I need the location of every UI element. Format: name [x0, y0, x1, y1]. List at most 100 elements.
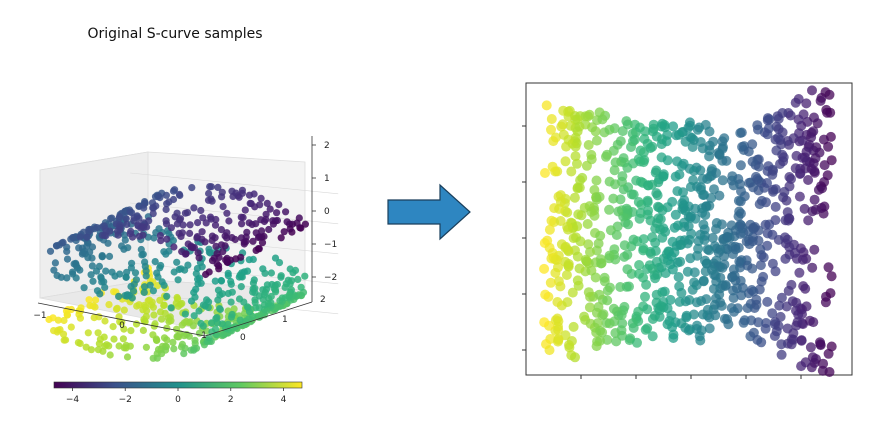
data-point — [574, 182, 585, 193]
data-point — [608, 193, 619, 204]
data-point — [770, 201, 781, 212]
data-point — [634, 213, 645, 224]
chart-title: Original S-curve samples — [87, 26, 263, 42]
data-point — [789, 247, 800, 258]
data-point — [591, 341, 602, 352]
data-point — [790, 163, 801, 174]
data-point — [258, 239, 267, 247]
data-point — [173, 258, 181, 266]
data-point — [224, 272, 232, 280]
data-point — [76, 339, 84, 348]
data-point — [810, 204, 821, 215]
data-point — [604, 318, 615, 329]
data-point — [657, 232, 668, 243]
data-point — [162, 205, 170, 214]
data-point — [566, 166, 577, 177]
data-point — [764, 219, 775, 230]
data-point — [187, 297, 196, 305]
data-point — [208, 236, 216, 245]
data-point — [84, 329, 92, 337]
data-point — [85, 296, 93, 304]
data-point — [711, 224, 721, 235]
data-point — [776, 292, 787, 303]
data-point — [826, 271, 837, 282]
data-point — [806, 164, 817, 174]
data-point — [197, 319, 205, 328]
data-point — [194, 219, 202, 227]
data-point — [194, 280, 202, 288]
data-point — [553, 316, 564, 327]
data-point — [651, 256, 662, 267]
data-point — [273, 209, 281, 217]
data-point — [289, 269, 297, 277]
data-point — [185, 332, 193, 340]
data-point — [746, 285, 757, 295]
data-point — [262, 210, 270, 218]
data-point — [146, 281, 154, 289]
data-point — [170, 243, 178, 251]
data-point — [540, 168, 550, 178]
data-point — [207, 319, 216, 327]
data-point — [553, 324, 564, 335]
data-point — [539, 263, 550, 274]
data-point — [156, 231, 164, 240]
data-point — [547, 161, 558, 172]
data-point — [238, 220, 246, 228]
data-point — [803, 215, 814, 226]
gridline — [130, 262, 339, 285]
data-point — [105, 301, 113, 309]
data-point — [721, 155, 732, 166]
data-point — [723, 319, 734, 330]
data-point — [650, 273, 661, 284]
data-point — [87, 271, 95, 279]
data-point — [651, 289, 662, 300]
data-point — [208, 257, 217, 265]
data-point — [815, 95, 826, 106]
data-point — [575, 236, 586, 247]
data-point — [133, 302, 141, 310]
data-point — [199, 214, 207, 222]
data-point — [257, 194, 265, 202]
data-point — [624, 281, 634, 292]
x-tick-label: 1 — [201, 331, 207, 341]
data-point — [181, 344, 189, 352]
data-point — [791, 297, 802, 308]
y-tick-label: 0 — [240, 333, 246, 343]
data-point — [698, 275, 709, 286]
data-point — [810, 153, 821, 164]
data-point — [149, 287, 157, 295]
data-point — [616, 310, 627, 320]
data-point — [780, 253, 791, 264]
data-point — [611, 336, 622, 347]
data-point — [572, 275, 583, 286]
data-point — [796, 335, 807, 346]
data-point — [546, 215, 557, 226]
data-point — [252, 304, 260, 312]
data-point — [573, 209, 584, 220]
data-point — [585, 247, 595, 257]
data-point — [617, 171, 628, 182]
data-point — [114, 231, 122, 239]
colorbar-tick-label: −4 — [66, 395, 80, 405]
data-point — [728, 180, 739, 191]
z-tick-label: −1 — [324, 240, 337, 250]
data-point — [106, 351, 114, 359]
data-point — [162, 191, 170, 199]
data-point — [212, 242, 220, 250]
data-point — [803, 175, 814, 185]
data-point — [752, 120, 763, 131]
data-point — [301, 272, 309, 280]
data-point — [86, 302, 94, 310]
data-point — [153, 336, 161, 344]
data-point — [635, 145, 646, 156]
data-point — [72, 274, 80, 282]
data-point — [277, 234, 285, 242]
data-point — [622, 119, 633, 130]
data-point — [572, 251, 583, 262]
data-point — [545, 277, 556, 288]
data-point — [580, 254, 591, 265]
data-point — [567, 287, 578, 298]
data-point — [634, 122, 645, 133]
data-point — [109, 323, 117, 331]
data-point — [771, 145, 782, 156]
